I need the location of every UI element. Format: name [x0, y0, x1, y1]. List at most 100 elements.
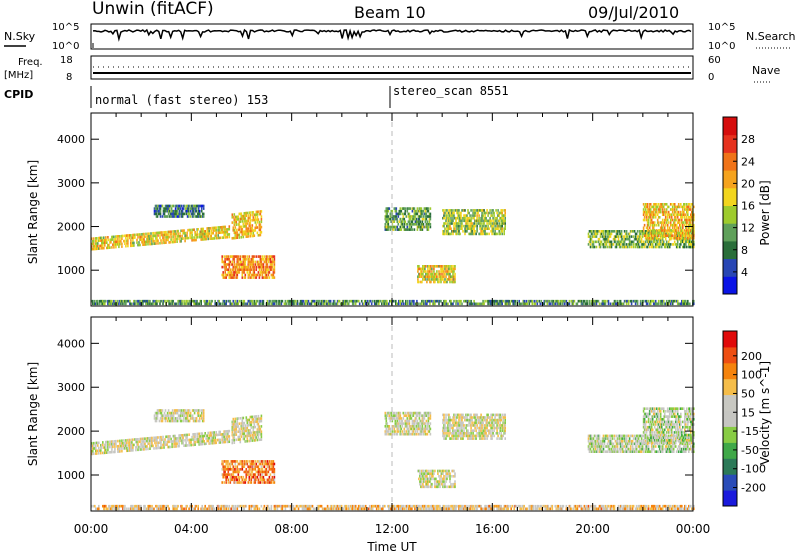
heatmap-cell — [142, 302, 144, 306]
heatmap-cell — [673, 240, 676, 244]
heatmap-cell — [675, 231, 678, 235]
heatmap-cell — [123, 447, 125, 450]
heatmap-cell — [381, 302, 383, 306]
heatmap-cell — [196, 204, 199, 208]
heatmap-cell — [267, 470, 270, 474]
heatmap-cell — [262, 302, 265, 306]
heatmap-cell — [370, 302, 373, 306]
heatmap-cell — [157, 204, 160, 208]
heatmap-cell — [209, 227, 211, 230]
heatmap-cell — [442, 216, 444, 220]
heatmap-cell — [385, 414, 388, 417]
heatmap-cell — [189, 441, 191, 444]
heatmap-cell — [667, 299, 670, 303]
heatmap-cell — [120, 444, 122, 448]
heatmap-cell — [107, 243, 109, 247]
heatmap-cell — [623, 243, 626, 246]
heatmap-cell — [332, 299, 335, 303]
heatmap-cell — [643, 218, 646, 222]
heatmap-cell — [91, 442, 93, 445]
y-tick-label: 2000 — [57, 221, 85, 234]
heatmap-cell — [259, 223, 262, 226]
heatmap-cell — [232, 268, 235, 271]
heatmap-cell — [654, 205, 657, 209]
heatmap-cell — [688, 216, 690, 219]
heatmap-cell — [646, 302, 649, 306]
heatmap-cell — [456, 232, 458, 236]
freq-tick-bottom: 8 — [66, 72, 72, 83]
heatmap-cell — [386, 302, 388, 306]
heatmap-cell — [440, 299, 442, 303]
heatmap-cell — [252, 263, 255, 266]
heatmap-cell — [135, 446, 137, 449]
heatmap-cell — [101, 239, 103, 242]
heatmap-cell — [104, 443, 106, 447]
heatmap-cell — [191, 209, 194, 213]
heatmap-cell — [111, 440, 113, 443]
heatmap-cell — [242, 230, 245, 234]
heatmap-cell — [251, 415, 254, 419]
heatmap-cell — [275, 302, 278, 306]
heatmap-cell — [669, 299, 672, 303]
heatmap-cell — [167, 417, 170, 420]
heatmap-cell — [239, 460, 242, 463]
heatmap-cell — [176, 411, 179, 415]
heatmap-cell — [178, 212, 181, 216]
heatmap-cell — [278, 302, 281, 306]
heatmap-cell — [693, 245, 695, 249]
heatmap-cell — [222, 435, 224, 439]
heatmap-cell — [177, 439, 179, 443]
heatmap-cell — [471, 222, 473, 225]
heatmap-cell — [249, 263, 252, 266]
heatmap-cell — [174, 212, 177, 216]
heatmap-cell — [652, 208, 655, 211]
heatmap-cell — [273, 475, 276, 479]
heatmap-cell — [246, 235, 249, 238]
heatmap-cell — [249, 265, 252, 269]
heatmap-cell — [416, 220, 419, 223]
heatmap-cell — [355, 299, 358, 303]
heatmap-cell — [180, 237, 182, 240]
heatmap-cell — [636, 299, 639, 303]
heatmap-cell — [408, 223, 411, 226]
heatmap-cell — [682, 245, 684, 249]
heatmap-cell — [245, 230, 248, 233]
heatmap-cell — [682, 302, 684, 306]
heatmap-cell — [166, 419, 169, 423]
heatmap-cell — [659, 203, 662, 206]
heatmap-cell — [427, 265, 429, 268]
heatmap-cell — [519, 302, 521, 306]
heatmap-cell — [209, 431, 211, 435]
heatmap-cell — [590, 237, 593, 241]
heatmap-cell — [119, 442, 121, 445]
heatmap-cell — [548, 299, 551, 303]
heatmap-cell — [201, 417, 204, 420]
heatmap-cell — [263, 462, 266, 466]
heatmap-cell — [121, 447, 123, 450]
heatmap-cell — [676, 240, 679, 244]
heatmap-cell — [265, 260, 268, 264]
heatmap-cell — [271, 265, 274, 269]
heatmap-cell — [240, 236, 243, 239]
heatmap-cell — [655, 245, 658, 249]
heatmap-cell — [258, 481, 261, 484]
heatmap-cell — [179, 434, 181, 437]
heatmap-cell — [162, 438, 164, 441]
heatmap-cell — [237, 438, 240, 441]
heatmap-cell — [167, 414, 170, 417]
heatmap-cell — [671, 218, 674, 222]
heatmap-cell — [160, 419, 163, 423]
heatmap-cell — [418, 267, 420, 271]
heatmap-cell — [476, 209, 478, 212]
heatmap-cell — [213, 229, 215, 232]
heatmap-cell — [229, 276, 232, 279]
heatmap-cell — [253, 423, 256, 426]
heatmap-cell — [134, 302, 136, 306]
heatmap-cell — [214, 302, 216, 306]
heatmap-cell — [668, 229, 671, 232]
heatmap-cell — [314, 302, 317, 306]
heatmap-cell — [210, 299, 212, 303]
heatmap-cell — [198, 437, 200, 441]
heatmap-cell — [602, 302, 605, 306]
heatmap-cell — [188, 438, 190, 442]
